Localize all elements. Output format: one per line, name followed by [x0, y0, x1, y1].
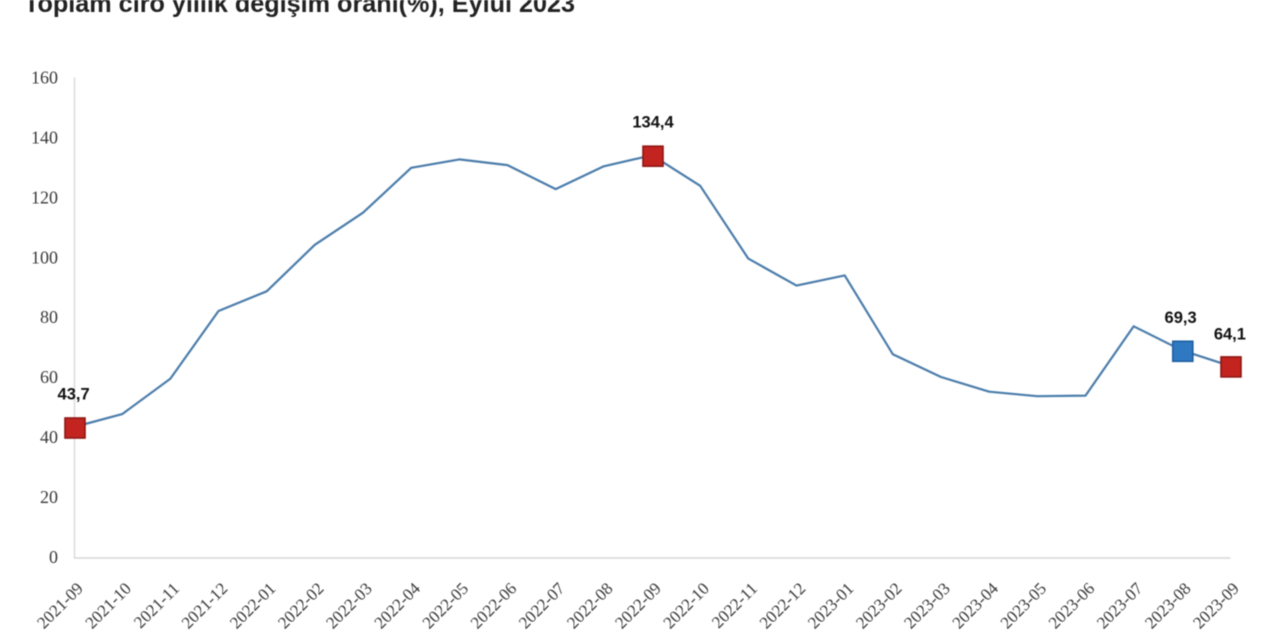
svg-text:20: 20: [40, 487, 58, 507]
svg-text:134,4: 134,4: [632, 113, 674, 131]
svg-text:69,3: 69,3: [1165, 309, 1197, 327]
svg-text:140: 140: [31, 127, 58, 147]
svg-text:100: 100: [31, 247, 58, 267]
svg-text:0: 0: [49, 547, 58, 567]
svg-text:80: 80: [40, 307, 58, 327]
svg-text:60: 60: [40, 367, 58, 387]
svg-text:40: 40: [40, 427, 58, 447]
svg-text:64,1: 64,1: [1214, 325, 1246, 343]
svg-text:Toplam ciro yıllık değişim ora: Toplam ciro yıllık değişim oranı(%), Eyl…: [24, 0, 575, 18]
svg-text:43,7: 43,7: [58, 385, 90, 403]
svg-text:120: 120: [31, 187, 58, 207]
svg-text:160: 160: [31, 68, 58, 88]
